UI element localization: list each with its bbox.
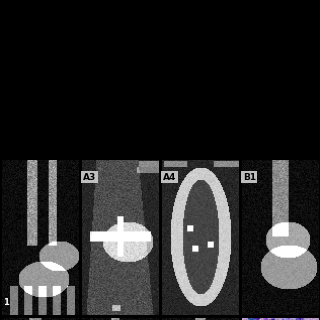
Text: 1: 1 [3, 298, 9, 307]
Text: A3: A3 [83, 172, 96, 181]
Text: B1: B1 [243, 172, 256, 181]
Text: A4: A4 [163, 172, 176, 181]
